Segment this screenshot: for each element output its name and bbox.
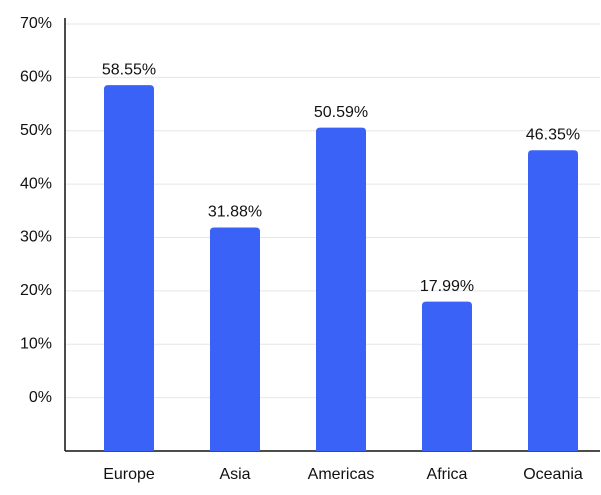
y-tick-label: 40% — [20, 175, 52, 192]
bar — [528, 150, 578, 451]
value-label: 58.55% — [102, 61, 156, 78]
x-tick-label: Africa — [427, 466, 468, 483]
x-tick-label: Asia — [219, 466, 250, 483]
y-tick-label: 70% — [20, 15, 52, 32]
y-tick-label: 10% — [20, 335, 52, 352]
x-tick-label: Europe — [103, 466, 155, 483]
bar — [210, 227, 260, 451]
value-label: 50.59% — [314, 104, 368, 121]
x-tick-label: Americas — [308, 466, 375, 483]
y-tick-label: 60% — [20, 69, 52, 86]
value-label: 17.99% — [420, 278, 474, 295]
bar — [104, 85, 154, 451]
x-tick-label: Oceania — [523, 466, 583, 483]
value-label: 46.35% — [526, 126, 580, 143]
y-tick-label: 20% — [20, 282, 52, 299]
y-tick-label: 30% — [20, 229, 52, 246]
y-tick-label: 0% — [29, 389, 52, 406]
bar — [422, 301, 472, 451]
y-tick-label: 50% — [20, 122, 52, 139]
bar — [316, 127, 366, 451]
value-label: 31.88% — [208, 204, 262, 221]
